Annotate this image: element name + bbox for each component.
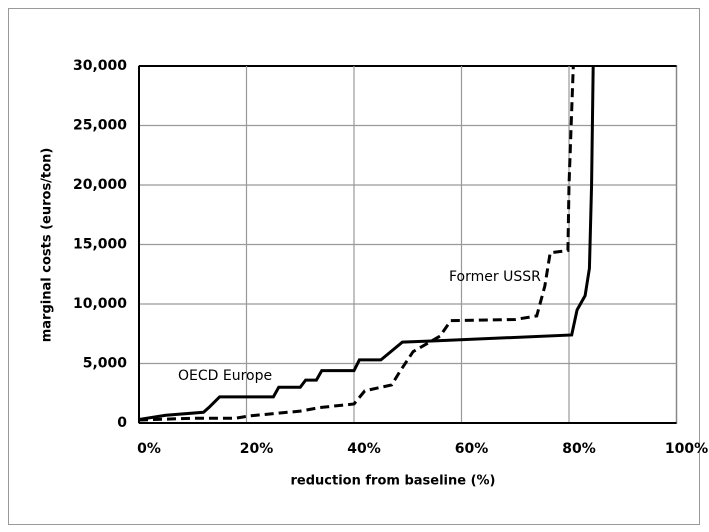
x-tick-label: 100% <box>665 441 708 457</box>
series-line <box>138 65 595 421</box>
series-label: OECD Europe <box>178 368 272 384</box>
x-tick-label: 20% <box>240 441 274 457</box>
x-tick-label: 0% <box>137 441 161 457</box>
x-tick-label: 80% <box>562 441 596 457</box>
y-tick-label: 20,000 <box>73 177 127 193</box>
y-tick-label: 15,000 <box>73 237 127 253</box>
y-tick-label: 25,000 <box>73 118 127 134</box>
x-axis-label: reduction from baseline (%) <box>291 474 496 489</box>
x-tick-label: 40% <box>347 441 381 457</box>
series-line <box>138 65 575 422</box>
x-tick-label: 60% <box>455 441 489 457</box>
y-axis-label: marginal costs (euros/ton) <box>40 148 55 343</box>
y-tick-label: 10,000 <box>73 296 127 312</box>
y-tick-label: 5,000 <box>83 356 128 372</box>
series-label: Former USSR <box>449 269 541 285</box>
chart-frame <box>8 8 700 525</box>
y-tick-label: 30,000 <box>73 58 127 74</box>
y-tick-label: 0 <box>117 415 127 431</box>
